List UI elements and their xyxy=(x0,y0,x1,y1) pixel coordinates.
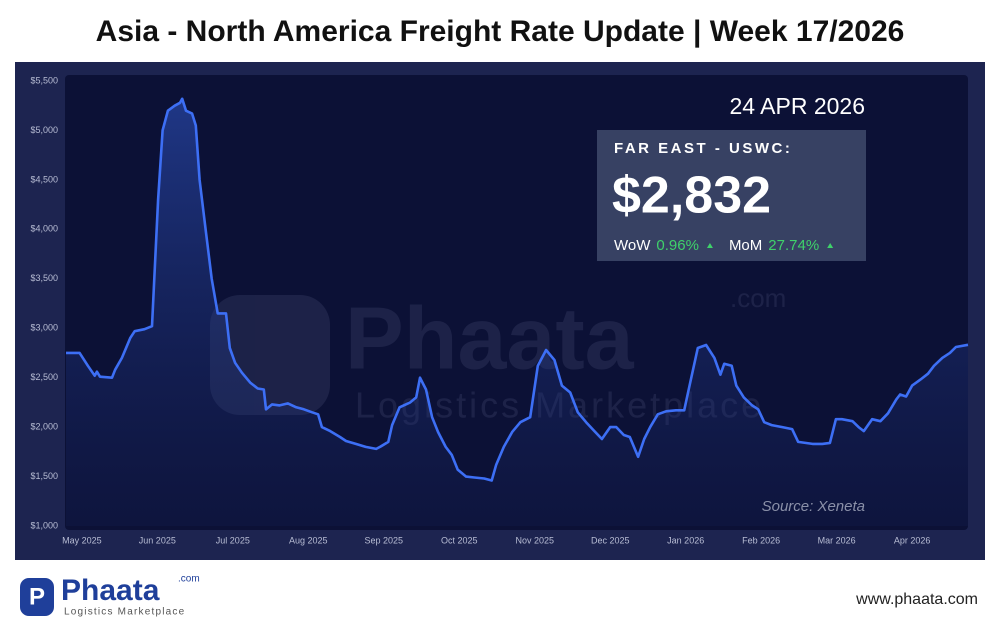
y-tick-label: $1,500 xyxy=(30,471,58,481)
footer-logo: P Phaata .com Logistics Marketplace xyxy=(20,574,200,618)
logo-tagline: Logistics Marketplace xyxy=(64,607,185,618)
logo-name: Phaata xyxy=(61,574,160,607)
up-arrow xyxy=(706,243,713,248)
y-tick-label: $2,000 xyxy=(30,421,58,431)
plot: $1,000 $1,500 $2,000 $2,500 $3,000 $3,500 $4,0… xyxy=(30,75,969,545)
x-tick-label: Nov 2025 xyxy=(515,535,554,545)
y-tick-label: $3,500 xyxy=(30,273,58,283)
change-name: MoM xyxy=(729,237,762,254)
x-tick-label: Jan 2026 xyxy=(667,535,704,545)
x-tick-label: Feb 2026 xyxy=(742,535,780,545)
x-tick-label: Sep 2025 xyxy=(365,535,404,545)
x-tick-label: Aug 2025 xyxy=(289,535,328,545)
logo-suffix: .com xyxy=(178,574,200,585)
date-label: 24 APR 2026 xyxy=(729,93,865,119)
y-tick-label: $3,000 xyxy=(30,323,58,333)
x-tick-label: Dec 2025 xyxy=(591,535,630,545)
x-tick-label: Oct 2025 xyxy=(441,535,478,545)
callout-box xyxy=(597,130,866,261)
x-tick-label: Jul 2025 xyxy=(216,535,250,545)
callout-title: FAR EAST - USWC: xyxy=(614,140,792,157)
x-tick-label: May 2025 xyxy=(62,535,102,545)
logo-glyph: P xyxy=(29,583,45,610)
line xyxy=(66,97,969,482)
changes: WoW 0.96% MoM 27.74% xyxy=(614,237,834,254)
y-tick-label: $2,500 xyxy=(30,372,58,382)
title: Asia - North America Freight Rate Update… xyxy=(96,15,905,48)
website: www.phaata.com xyxy=(855,591,978,608)
y-tick-label: $4,500 xyxy=(30,174,58,184)
change-name: WoW xyxy=(614,237,651,254)
logo-icon xyxy=(20,578,54,616)
y-tick-label: $1,000 xyxy=(30,520,58,530)
up-arrow xyxy=(827,243,834,248)
watermark-suffix: .com xyxy=(730,283,786,313)
y-tick-label: $4,000 xyxy=(30,224,58,234)
source: Source: Xeneta xyxy=(762,498,865,515)
watermark-name: Phaata xyxy=(345,288,635,387)
callout-value: $2,832 xyxy=(612,167,771,225)
x-tick-label: Apr 2026 xyxy=(894,535,931,545)
change-value: 0.96% xyxy=(656,237,699,254)
area xyxy=(66,98,968,527)
y-tick-label: $5,500 xyxy=(30,75,58,85)
x-tick-label: Mar 2026 xyxy=(818,535,856,545)
y-tick-label: $5,000 xyxy=(30,125,58,135)
x-tick-label: Jun 2025 xyxy=(139,535,176,545)
change-value: 27.74% xyxy=(768,237,819,254)
